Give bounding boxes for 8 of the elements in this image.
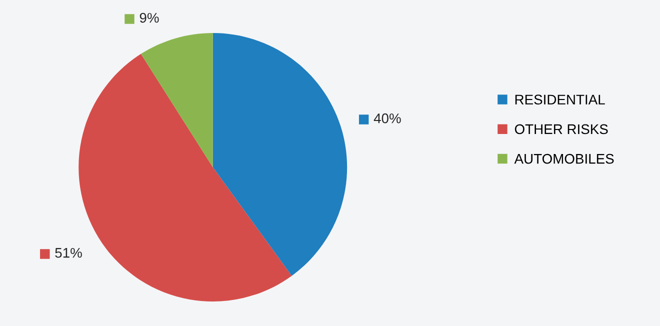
legend-label: OTHER RISKS	[514, 124, 608, 134]
data-label: 40%	[374, 113, 401, 124]
data-label: 51%	[55, 248, 82, 258]
legend-label: AUTOMOBILES	[514, 154, 614, 164]
pie-slice	[140, 33, 213, 168]
data-label: 9%	[140, 12, 159, 23]
legend-label: RESIDENTIAL	[515, 94, 605, 105]
pie-slice	[212, 33, 348, 276]
